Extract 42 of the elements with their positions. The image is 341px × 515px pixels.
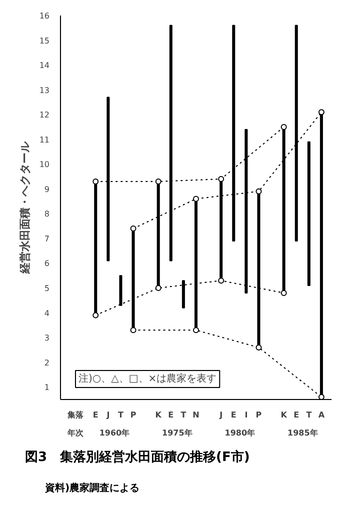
y-tick-label: 2 [44,358,50,368]
x-tick-label: E [230,410,236,420]
y-tick-label: 1 [44,383,50,392]
x-tick-label: T [118,410,124,420]
y-tick-label: 11 [39,135,50,144]
x-tick-label: I [244,410,248,420]
text: 1960年 [99,428,130,438]
y-tick-label: 5 [44,284,50,294]
y-axis-title: 経営水田面積・ヘクタール [18,140,32,274]
x-tick-label: A [318,410,326,420]
y-tick-label: 3 [44,334,50,343]
x-tick-label: K [280,410,288,420]
x-tick-label: P [256,410,262,420]
x-tick-label: E [168,410,174,420]
annotation: 注)○、△、□、×は農家を表す [78,372,217,384]
x-tick-label: N [192,410,200,420]
y-tick-label: 12 [39,110,50,120]
text: 図3 集落別経営水田面積の推移(F市) [25,449,250,467]
y-tick-label: 10 [39,160,50,170]
x-tick-label: E [92,410,98,420]
x-tick-label: J [106,410,110,420]
y-tick-label: 16 [39,12,50,20]
x-tick-label: E [294,410,300,420]
x-tick-label: K [155,410,162,420]
text: 1980年 [224,428,256,438]
x-tick-label: T [180,410,187,420]
y-tick-label: 14 [39,61,50,70]
y-tick-label: 15 [39,36,50,46]
y-tick-label: 7 [44,234,50,244]
y-tick-label: 8 [44,210,50,219]
x-tick-label: T [306,410,312,420]
x-tick-label: J [218,410,223,420]
y-tick-label: 6 [44,259,50,268]
text: 1975年 [162,428,192,438]
x-tick-label: P [130,410,136,420]
y-tick-label: 13 [39,86,50,95]
y-tick-label: 4 [44,308,50,318]
text: 年次 [66,428,85,438]
y-tick-label: 9 [44,184,50,194]
text: 資料)農家調査による [45,482,140,496]
text: 1985年 [288,428,318,438]
text: 集落 [66,410,85,420]
